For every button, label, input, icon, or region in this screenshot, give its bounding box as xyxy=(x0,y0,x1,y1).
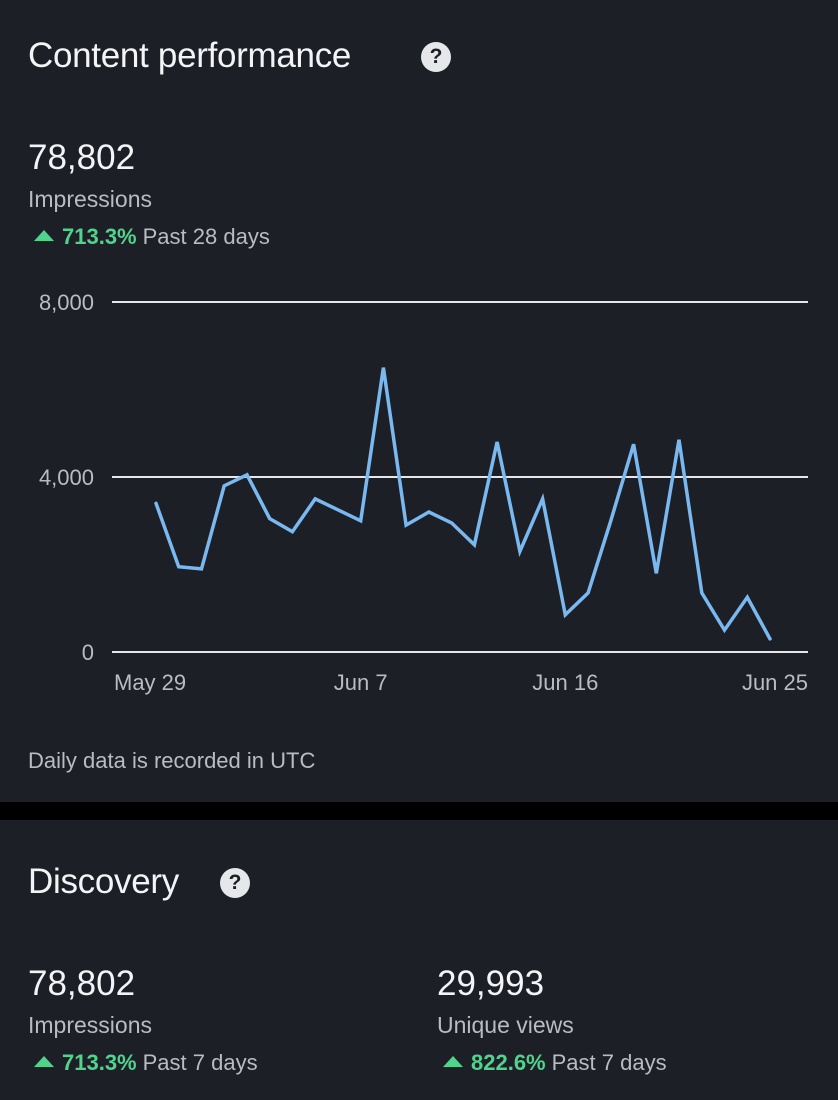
content-performance-title: Content performance xyxy=(28,36,352,75)
y-tick-label: 4,000 xyxy=(39,465,94,490)
x-tick-label: Jun 7 xyxy=(334,670,388,695)
y-tick-label: 8,000 xyxy=(39,290,94,315)
discovery-impressions-value: 78,802 xyxy=(28,964,136,1003)
discovery-impressions-label: Impressions xyxy=(28,1012,152,1038)
unique-views-label: Unique views xyxy=(437,1012,574,1038)
impressions-value: 78,802 xyxy=(28,138,136,177)
up-arrow-icon xyxy=(443,1056,463,1067)
x-tick-label: Jun 25 xyxy=(742,670,808,695)
change-percent: 713.3% xyxy=(62,224,137,249)
question-circle-icon[interactable]: ? xyxy=(421,42,451,72)
utc-footnote: Daily data is recorded in UTC xyxy=(28,748,316,773)
impressions-change: 713.3% Past 28 days xyxy=(34,224,270,250)
change-percent: 713.3% xyxy=(62,1050,137,1075)
discovery-title: Discovery xyxy=(28,862,179,901)
change-period: Past 7 days xyxy=(551,1050,667,1075)
impressions-line-chart: 8,000 4,000 0 May 29 Jun 7 Jun 16 Jun 25 xyxy=(39,290,808,695)
impressions-label: Impressions xyxy=(28,186,152,212)
unique-views-change: 822.6% Past 7 days xyxy=(443,1050,667,1076)
change-percent: 822.6% xyxy=(471,1050,546,1075)
up-arrow-icon xyxy=(34,1056,54,1067)
change-period: Past 28 days xyxy=(142,224,270,249)
discovery-impressions-change: 713.3% Past 7 days xyxy=(34,1050,258,1076)
unique-views-value: 29,993 xyxy=(437,964,545,1003)
up-arrow-icon xyxy=(34,230,54,241)
discovery-card: Discovery ? 78,802 Impressions 713.3% Pas… xyxy=(0,820,838,1100)
question-circle-icon[interactable]: ? xyxy=(220,868,250,898)
series-line-impressions xyxy=(154,367,772,641)
change-period: Past 7 days xyxy=(142,1050,258,1075)
x-tick-label: May 29 xyxy=(114,670,186,695)
y-tick-label: 0 xyxy=(82,640,94,665)
content-performance-card: Content performance ? 78,802 Impressions… xyxy=(0,0,838,802)
x-tick-label: Jun 16 xyxy=(532,670,598,695)
